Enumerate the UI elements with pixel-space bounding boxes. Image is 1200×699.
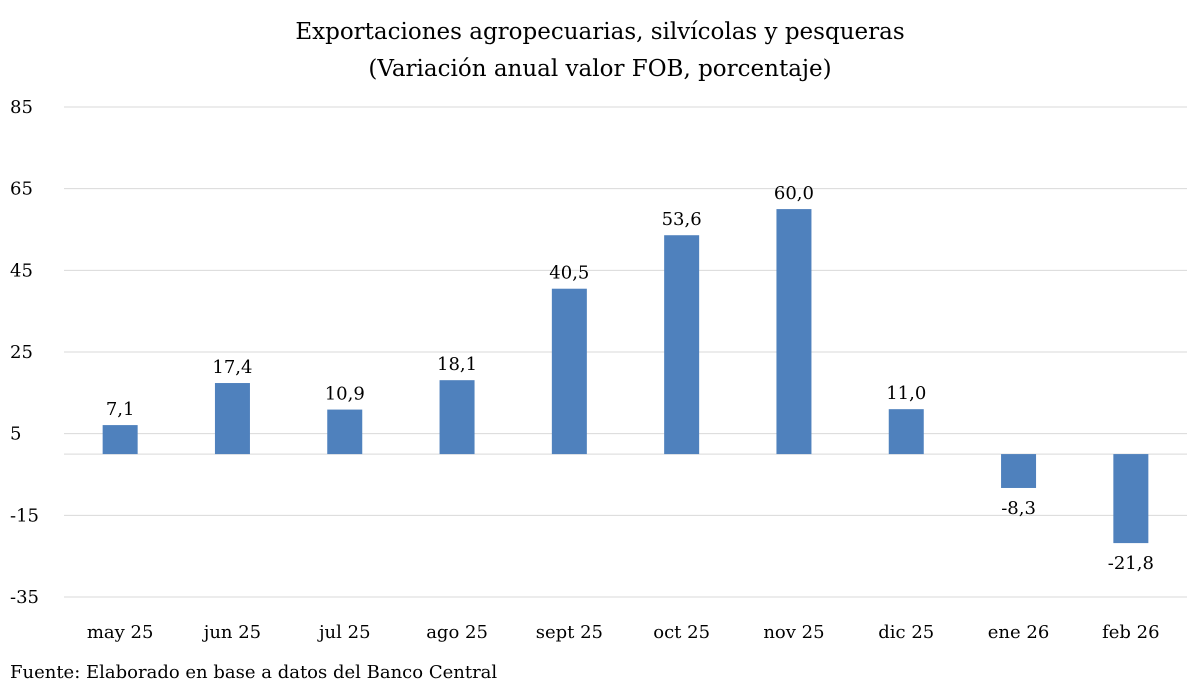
bar xyxy=(214,383,250,455)
y-tick-label: 25 xyxy=(10,342,33,363)
x-tick-label: feb 26 xyxy=(1102,622,1159,643)
bar xyxy=(888,409,924,455)
data-label: 10,9 xyxy=(325,384,365,405)
data-label: 7,1 xyxy=(106,399,135,420)
bar-chart: Exportaciones agropecuarias, silvícolas … xyxy=(10,19,1187,643)
bar xyxy=(551,288,587,455)
y-tick-label: -15 xyxy=(10,505,39,526)
bar xyxy=(102,425,138,455)
bar xyxy=(1001,454,1037,488)
bars xyxy=(102,209,1149,544)
data-labels: 7,1 17,4 10,9 18,1 40,5 53,6 60,0 11,0 -8,3 -21,8 xyxy=(106,183,1154,574)
x-tick-label: jun 25 xyxy=(202,622,261,643)
data-label: 53,6 xyxy=(662,209,702,230)
data-label: -8,3 xyxy=(1001,498,1036,519)
x-tick-label: ago 25 xyxy=(426,622,488,643)
y-tick-label: 45 xyxy=(10,260,33,281)
data-label: 11,0 xyxy=(886,383,926,404)
y-tick-label: 5 xyxy=(10,424,21,445)
bar xyxy=(1113,454,1149,544)
y-axis-ticks: 85 65 45 25 5 -15 -35 xyxy=(10,97,39,608)
bar xyxy=(776,209,812,455)
x-tick-label: nov 25 xyxy=(763,622,824,643)
y-tick-label: -35 xyxy=(10,587,39,608)
x-tick-label: oct 25 xyxy=(653,622,710,643)
chart-subtitle: (Variación anual valor FOB, porcentaje) xyxy=(368,56,831,82)
data-label: 60,0 xyxy=(774,183,814,204)
chart-title: Exportaciones agropecuarias, silvícolas … xyxy=(295,19,904,45)
x-tick-label: may 25 xyxy=(87,622,154,643)
data-label: -21,8 xyxy=(1108,553,1154,574)
bar xyxy=(664,235,700,455)
x-axis-ticks: may 25 jun 25 jul 25 ago 25 sept 25 oct 25 nov… xyxy=(87,622,1160,643)
x-tick-label: ene 26 xyxy=(988,622,1050,643)
bar xyxy=(327,409,363,455)
x-tick-label: jul 25 xyxy=(317,622,371,643)
y-tick-label: 65 xyxy=(10,179,33,200)
x-tick-label: sept 25 xyxy=(536,622,603,643)
x-tick-label: dic 25 xyxy=(878,622,934,643)
y-tick-label: 85 xyxy=(10,97,33,118)
gridlines xyxy=(64,106,1187,598)
data-label: 18,1 xyxy=(437,354,477,375)
data-label: 17,4 xyxy=(212,357,252,378)
source-note: Fuente: Elaborado en base a datos del Ba… xyxy=(10,662,498,683)
bar xyxy=(439,380,475,455)
data-label: 40,5 xyxy=(549,263,589,284)
